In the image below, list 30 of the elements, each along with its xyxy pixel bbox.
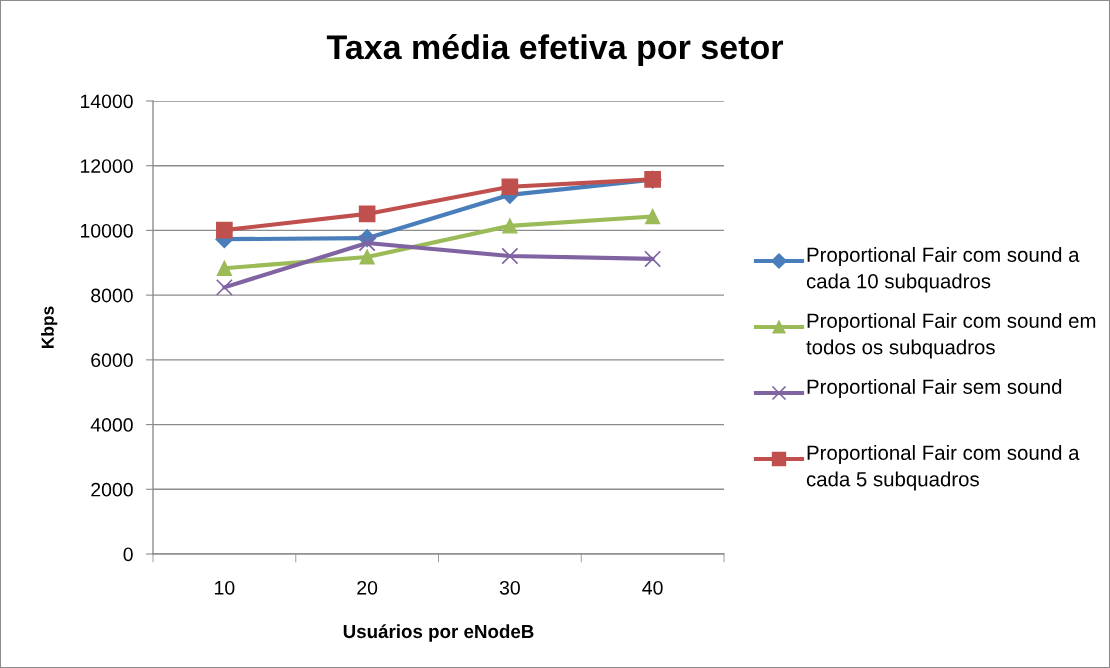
legend-label: Proportional Fair com sound a cada 5 subquadros	[806, 445, 1080, 491]
x-tick-label: 10	[215, 580, 235, 595]
y-tick-label: 14000	[80, 94, 133, 109]
y-tick-label: 4000	[90, 418, 133, 432]
y-tick-label: 12000	[80, 159, 133, 173]
point	[216, 260, 233, 276]
y-tick-label: 2000	[91, 482, 133, 497]
legend-label: Proportional Fair com sound em todos os subquadros	[806, 313, 1096, 359]
chart-title: Taxa média efetiva por setor	[326, 33, 784, 67]
x-tick-label: 20	[357, 580, 378, 595]
y-axis-title: Kbps	[41, 306, 58, 349]
point	[359, 249, 375, 265]
point	[358, 205, 376, 223]
legend-label: Proportional Fair sem sound	[807, 379, 1062, 399]
point	[501, 247, 519, 265]
point	[502, 218, 518, 234]
x-axis-title: Usuários por eNodeB	[343, 624, 534, 642]
y-tick-label: 0	[123, 547, 133, 562]
y-tick-label: 8000	[91, 288, 133, 303]
point	[216, 221, 233, 239]
point	[358, 234, 376, 252]
point	[644, 250, 662, 268]
point	[644, 208, 661, 225]
x-tick-label: 30	[499, 580, 520, 595]
x-tick-label: 40	[642, 580, 663, 595]
legend-label: Proportional Fair com sound a cada 10 subquadros	[806, 247, 1080, 293]
point	[215, 278, 233, 296]
y-tick-label: 10000	[80, 223, 133, 238]
point	[501, 178, 519, 196]
y-tick-label: 6000	[91, 353, 133, 368]
